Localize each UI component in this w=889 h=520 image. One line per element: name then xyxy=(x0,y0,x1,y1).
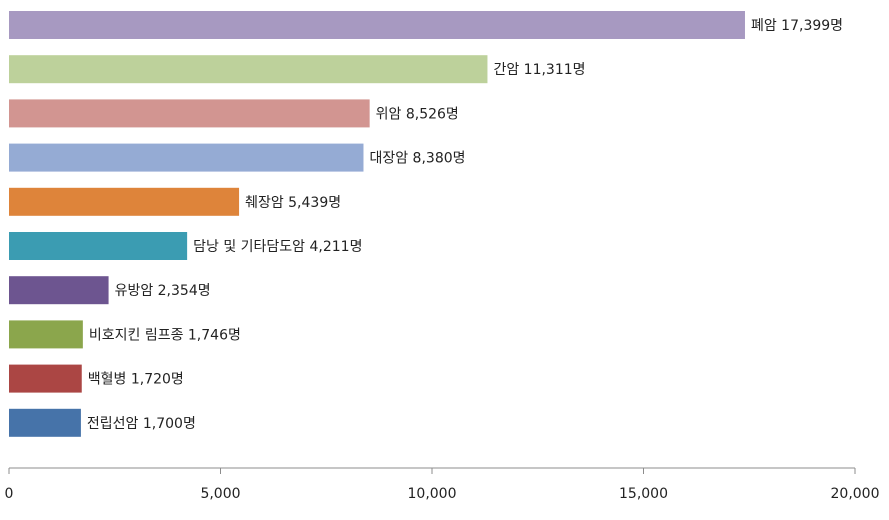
bar-data-label-9: 전립선암 1,700명 xyxy=(87,416,196,432)
x-tick-label-1: 5,000 xyxy=(200,486,240,502)
bar-7 xyxy=(9,320,83,349)
bar-9 xyxy=(9,408,81,437)
bars-layer xyxy=(9,11,745,437)
x-tick-label-3: 15,000 xyxy=(619,486,668,502)
bar-data-label-4: 췌장암 5,439명 xyxy=(245,195,341,211)
bar-1 xyxy=(9,55,488,84)
x-tick-label-4: 20,000 xyxy=(831,486,880,502)
bar-data-label-2: 위암 8,526명 xyxy=(376,106,459,122)
bar-data-label-7: 비호지킨 림프종 1,746명 xyxy=(89,327,241,343)
x-tick-label-2: 10,000 xyxy=(408,486,457,502)
bar-data-label-8: 백혈병 1,720명 xyxy=(88,372,184,388)
bar-6 xyxy=(9,276,109,305)
bar-5 xyxy=(9,232,188,260)
bar-8 xyxy=(9,364,82,393)
bar-3 xyxy=(9,143,364,172)
bar-data-label-6: 유방암 2,354명 xyxy=(115,283,211,299)
bar-data-label-3: 대장암 8,380명 xyxy=(369,151,465,167)
bar-0 xyxy=(9,11,745,39)
bar-2 xyxy=(9,99,370,128)
bar-4 xyxy=(9,187,240,216)
bar-data-label-0: 폐암 17,399명 xyxy=(751,18,843,34)
x-axis: 0 5,000 10,000 15,000 20,000 xyxy=(5,467,880,502)
bar-data-label-5: 담낭 및 기타담도암 4,211명 xyxy=(193,239,362,255)
bar-data-label-1: 간암 11,311명 xyxy=(493,62,585,78)
x-tick-label-0: 0 xyxy=(5,486,14,502)
